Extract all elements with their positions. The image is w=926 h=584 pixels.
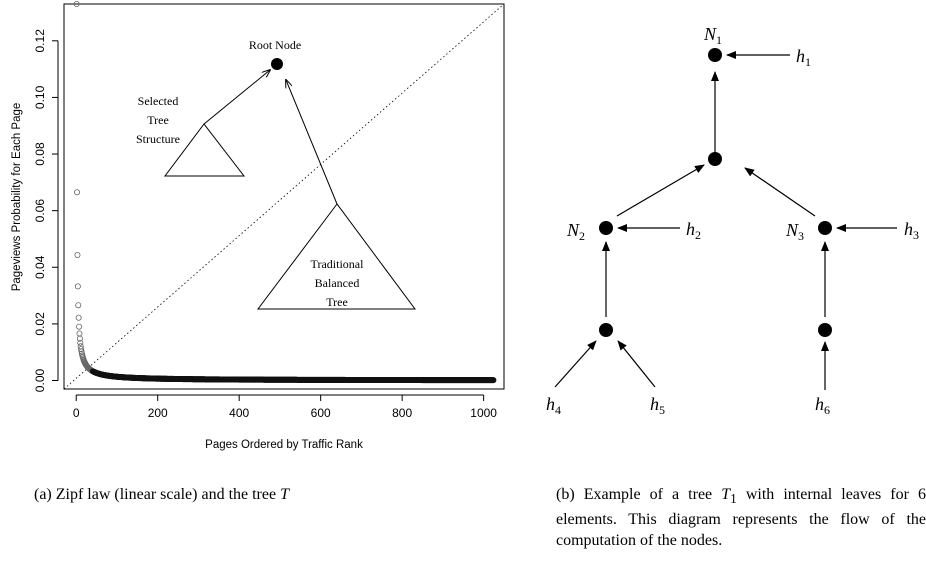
label-n3: N3 xyxy=(785,220,804,243)
data-point xyxy=(75,314,82,321)
data-point xyxy=(74,189,81,196)
y-tick-label: 0.00 xyxy=(33,369,47,393)
data-point xyxy=(76,330,83,337)
y-axis-label: Pageviews Probability for Each Page xyxy=(11,103,23,292)
node-l3 xyxy=(818,323,832,337)
y-tick-label: 0.02 xyxy=(33,312,47,336)
node-l2 xyxy=(599,323,613,337)
data-point xyxy=(74,283,81,290)
data-point xyxy=(77,339,84,346)
data-point xyxy=(76,323,83,330)
node-n2 xyxy=(599,221,613,235)
label-n2: N2 xyxy=(566,220,585,243)
x-tick-label: 600 xyxy=(311,406,331,420)
diagonal-reference-line xyxy=(63,3,505,390)
tree-annotations xyxy=(164,70,416,310)
traditional-tree-label-2: Balanced xyxy=(315,276,360,290)
label-h2: h2 xyxy=(686,219,701,242)
node-n1 xyxy=(708,48,722,62)
tree-diagram: N1 N2 N3 h1 h2 h3 h4 h5 h6 xyxy=(546,24,919,417)
data-point xyxy=(78,348,85,355)
x-axis-label: Pages Ordered by Traffic Rank xyxy=(205,439,363,451)
y-tick-label: 0.06 xyxy=(33,199,47,223)
caption-b: (b) Example of a tree T1 with internal l… xyxy=(556,486,926,550)
zipf-chart: 0 200 400 600 800 1000 0.00 0.02 0.04 0.06 0.08 0.… xyxy=(11,1,505,451)
edge-n2-to-mid xyxy=(616,164,705,217)
data-point xyxy=(78,346,85,353)
root-node-label: Root Node xyxy=(249,38,301,52)
traditional-tree-link xyxy=(286,80,338,205)
plot-frame xyxy=(63,3,505,390)
selected-tree-label-1: Selected xyxy=(138,94,179,108)
y-tick-label: 0.08 xyxy=(33,142,47,166)
caption-a: (a) Zipf law (linear scale) and the tree… xyxy=(34,486,289,503)
selected-tree-link xyxy=(203,70,270,125)
x-tick-label: 200 xyxy=(148,406,168,420)
y-tick-label: 0.12 xyxy=(33,29,47,53)
y-tick-label: 0.04 xyxy=(33,255,47,279)
label-n1: N1 xyxy=(703,24,722,47)
data-point xyxy=(73,1,80,7)
label-h1: h1 xyxy=(796,46,811,69)
edge-h4 xyxy=(554,340,597,388)
root-node-dot xyxy=(271,58,283,70)
label-h4: h4 xyxy=(546,394,561,417)
x-tick-label: 1000 xyxy=(470,406,497,420)
data-point xyxy=(76,335,83,342)
node-mid xyxy=(708,152,722,166)
traditional-tree-triangle xyxy=(256,203,416,310)
selected-tree-label-2: Tree xyxy=(147,113,169,127)
edge-h5 xyxy=(617,340,656,388)
x-tick-label: 0 xyxy=(73,406,80,420)
data-point xyxy=(75,302,82,309)
traditional-tree-label-3: Tree xyxy=(326,295,348,309)
selected-tree-label-3: Structure xyxy=(136,132,180,146)
x-tick-label: 400 xyxy=(229,406,249,420)
data-point xyxy=(74,252,81,259)
x-tick-label: 800 xyxy=(392,406,412,420)
label-h3: h3 xyxy=(904,219,919,242)
data-point xyxy=(490,377,497,384)
node-n3 xyxy=(818,221,832,235)
label-h6: h6 xyxy=(815,394,830,417)
traditional-tree-label-1: Traditional xyxy=(311,257,365,271)
selected-tree-triangle xyxy=(164,123,246,177)
y-tick-label: 0.10 xyxy=(33,85,47,109)
label-h5: h5 xyxy=(650,394,665,417)
edge-n3-to-mid xyxy=(744,167,816,217)
